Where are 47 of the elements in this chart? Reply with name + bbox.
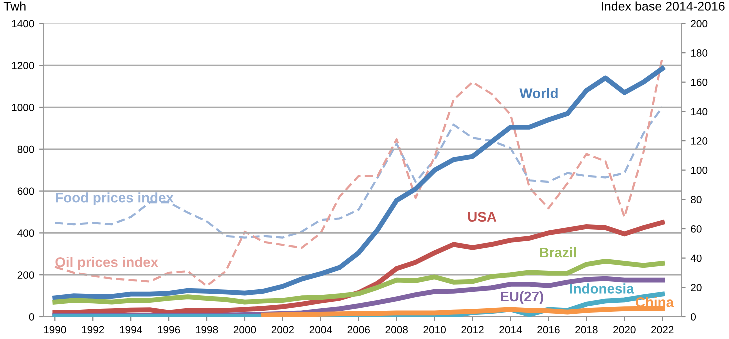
series-label: China xyxy=(636,297,674,308)
x-tick-label: 2014 xyxy=(500,326,522,334)
x-tick-label: 1994 xyxy=(120,326,142,334)
y-tick-label: 600 xyxy=(18,188,34,196)
x-tick-label: 2022 xyxy=(652,326,674,334)
x-tick-label: 2002 xyxy=(272,326,294,334)
y-tick-label: 800 xyxy=(18,146,34,154)
series-label: Brazil xyxy=(540,247,576,258)
series-label: Oil prices index xyxy=(56,257,158,270)
y2-tick-label: 160 xyxy=(691,78,708,86)
y2-tick-label: 0 xyxy=(691,313,696,321)
y-axis-title: Twh xyxy=(4,2,26,11)
x-tick-label: 1990 xyxy=(44,326,66,334)
x-tick-label: 2006 xyxy=(348,326,370,334)
y-tick-label: 1400 xyxy=(12,20,34,28)
y2-tick-label: 20 xyxy=(691,284,702,292)
series-label: USA xyxy=(468,212,497,222)
x-tick-label: 2016 xyxy=(538,326,560,334)
y-tick-label: 1000 xyxy=(12,104,34,112)
y-tick-label: 0 xyxy=(29,313,34,321)
y2-tick-label: 200 xyxy=(691,20,708,28)
y2-tick-label: 140 xyxy=(691,108,708,116)
x-tick-label: 2000 xyxy=(234,326,256,334)
x-tick-label: 1992 xyxy=(82,326,104,334)
y-tick-label: 400 xyxy=(18,230,34,238)
y2-tick-label: 80 xyxy=(691,196,702,204)
series-label: Indonesia xyxy=(570,284,634,294)
series-label: EU(27) xyxy=(501,291,544,304)
line-series xyxy=(262,306,666,317)
x-tick-label: 1998 xyxy=(196,326,218,334)
y2-axis-title: Index base 2014-2016 xyxy=(602,2,725,11)
x-tick-label: 2008 xyxy=(386,326,408,334)
y2-tick-label: 180 xyxy=(691,50,708,57)
x-tick-label: 2010 xyxy=(424,326,446,334)
y2-tick-label: 100 xyxy=(691,166,708,174)
x-tick-label: 2012 xyxy=(462,326,484,334)
series-label: World xyxy=(520,88,558,98)
y-tick-label: 1200 xyxy=(12,62,34,70)
y2-tick-label: 40 xyxy=(690,254,702,262)
x-tick-label: 2018 xyxy=(576,326,598,334)
y-tick-label: 200 xyxy=(18,272,34,279)
x-tick-label: 1996 xyxy=(158,326,180,334)
line-series xyxy=(54,106,664,239)
y2-tick-label: 120 xyxy=(691,138,708,145)
y2-tick-label: 60 xyxy=(691,225,702,233)
x-tick-label: 2004 xyxy=(310,326,332,334)
x-tick-label: 2020 xyxy=(614,326,636,334)
